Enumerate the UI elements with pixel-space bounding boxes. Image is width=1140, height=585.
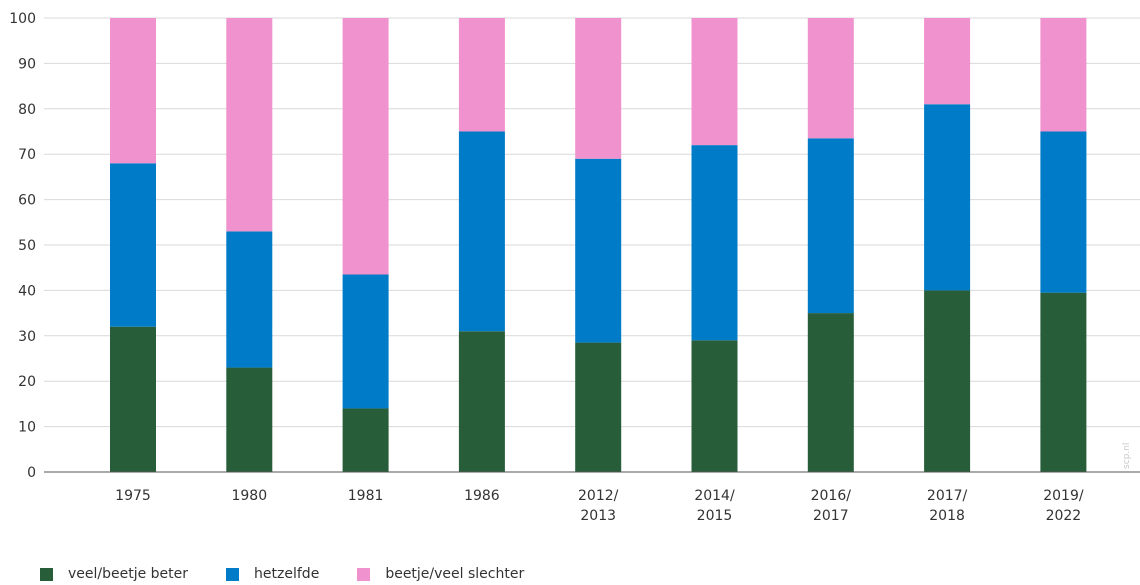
bar-segment (226, 367, 273, 472)
bar-segment (110, 163, 156, 327)
x-tick-label: 1981 (348, 488, 384, 504)
x-tick-label: 2017/ (927, 488, 968, 504)
bar-segment (458, 131, 505, 332)
bar-segment (575, 342, 622, 472)
bar-segment (575, 18, 622, 159)
x-tick-label: 1986 (464, 488, 500, 504)
x-tick-label: 2012/ (578, 488, 619, 504)
bar-segment (807, 138, 854, 314)
y-tick-label: 30 (18, 329, 36, 345)
bar-segment (342, 274, 389, 409)
bar-segment (575, 158, 622, 343)
bar-segment (458, 331, 505, 472)
legend-swatch (226, 567, 240, 581)
legend-item-hetzelfde: hetzelfde (226, 566, 319, 582)
bar-segment (691, 145, 738, 341)
legend-label: hetzelfde (254, 566, 320, 582)
legend-swatch (40, 567, 53, 581)
source-watermark: scp.nl (1122, 425, 1136, 469)
bar-segment (1040, 18, 1087, 132)
bar-segment (342, 408, 389, 472)
legend-item-veel-beetje-beter: veel/beetje beter (40, 566, 188, 582)
x-tick-label: 2019/ (1043, 488, 1084, 504)
y-tick-label: 100 (9, 11, 36, 27)
x-tick-label: 2014/ (694, 488, 735, 504)
x-tick-label: 1980 (231, 488, 267, 504)
x-tick-label: 2013 (580, 508, 616, 524)
y-tick-label: 50 (18, 238, 36, 254)
legend-label: veel/beetje beter (68, 566, 189, 582)
y-tick-label: 60 (18, 193, 36, 209)
legend-item-beetje-veel-slechter: beetje/veel slechter (357, 566, 524, 582)
bar-segment (924, 18, 971, 105)
legend-label: beetje/veel slechter (385, 566, 525, 582)
bar-segment (691, 340, 738, 472)
bar-segment (342, 18, 389, 275)
x-tick-label: 2018 (929, 508, 965, 524)
bar-segment (1040, 292, 1087, 472)
y-tick-label: 70 (18, 147, 36, 163)
y-tick-label: 90 (18, 56, 36, 72)
bar-segment (691, 18, 738, 146)
bar-segment (110, 326, 156, 472)
bar-segment (924, 290, 971, 472)
legend-swatch (357, 567, 371, 581)
bar-segment (226, 18, 273, 232)
y-tick-label: 40 (18, 283, 36, 299)
stacked-bar-chart: 0 10 20 30 40 50 60 70 80 90 100 1975 1980 1981 1986 20… (9, 11, 1140, 524)
y-tick-label: 0 (27, 465, 36, 481)
y-tick-label: 10 (18, 420, 36, 436)
bar-segment (924, 104, 971, 291)
bar-segment (110, 18, 156, 164)
x-tick-label: 2022 (1046, 508, 1082, 524)
bar-segment (226, 231, 273, 368)
legend: veel/beetje beter hetzelfde beetje/veel … (40, 566, 562, 582)
watermark-text: scp.nl (1122, 442, 1132, 469)
bar-segment (1040, 131, 1087, 293)
x-tick-label: 1975 (115, 488, 151, 504)
x-tick-label: 2017 (813, 508, 849, 524)
bar-segment (458, 18, 505, 132)
y-tick-label: 80 (18, 102, 36, 118)
y-tick-label: 20 (18, 374, 36, 390)
x-tick-label: 2015 (697, 508, 733, 524)
x-tick-label: 2016/ (811, 488, 852, 504)
bar-segment (807, 313, 854, 472)
bar-segment (807, 18, 854, 139)
